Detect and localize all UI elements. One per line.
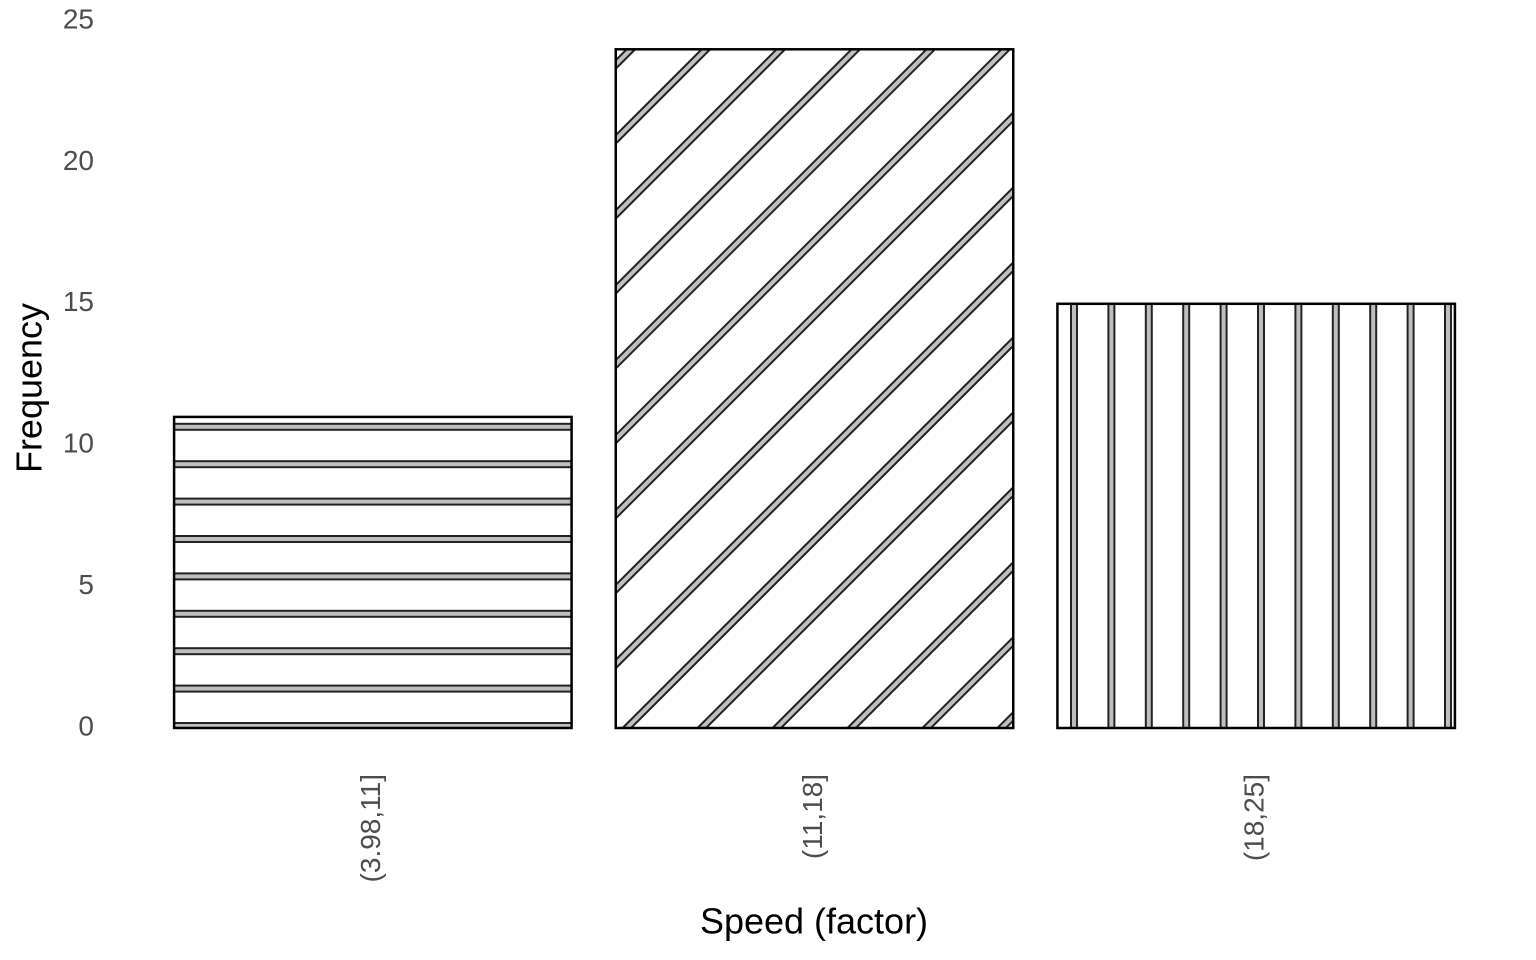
x-axis-title: Speed (factor): [700, 901, 928, 942]
bar: [172, 415, 573, 730]
bar: [1056, 302, 1457, 730]
x-tick-label: (3.98,11]: [355, 774, 386, 882]
y-axis-title: Frequency: [9, 303, 50, 473]
y-tick-label: 25: [63, 3, 94, 34]
x-tick-label: (18,25]: [1239, 774, 1270, 861]
y-tick-label: 10: [63, 428, 94, 459]
y-tick-label: 5: [78, 569, 94, 600]
y-tick-label: 15: [63, 286, 94, 317]
y-tick-label: 0: [78, 710, 94, 741]
y-tick-label: 20: [63, 145, 94, 176]
x-tick-label: (11,18]: [797, 774, 828, 859]
bar: [614, 48, 1015, 730]
